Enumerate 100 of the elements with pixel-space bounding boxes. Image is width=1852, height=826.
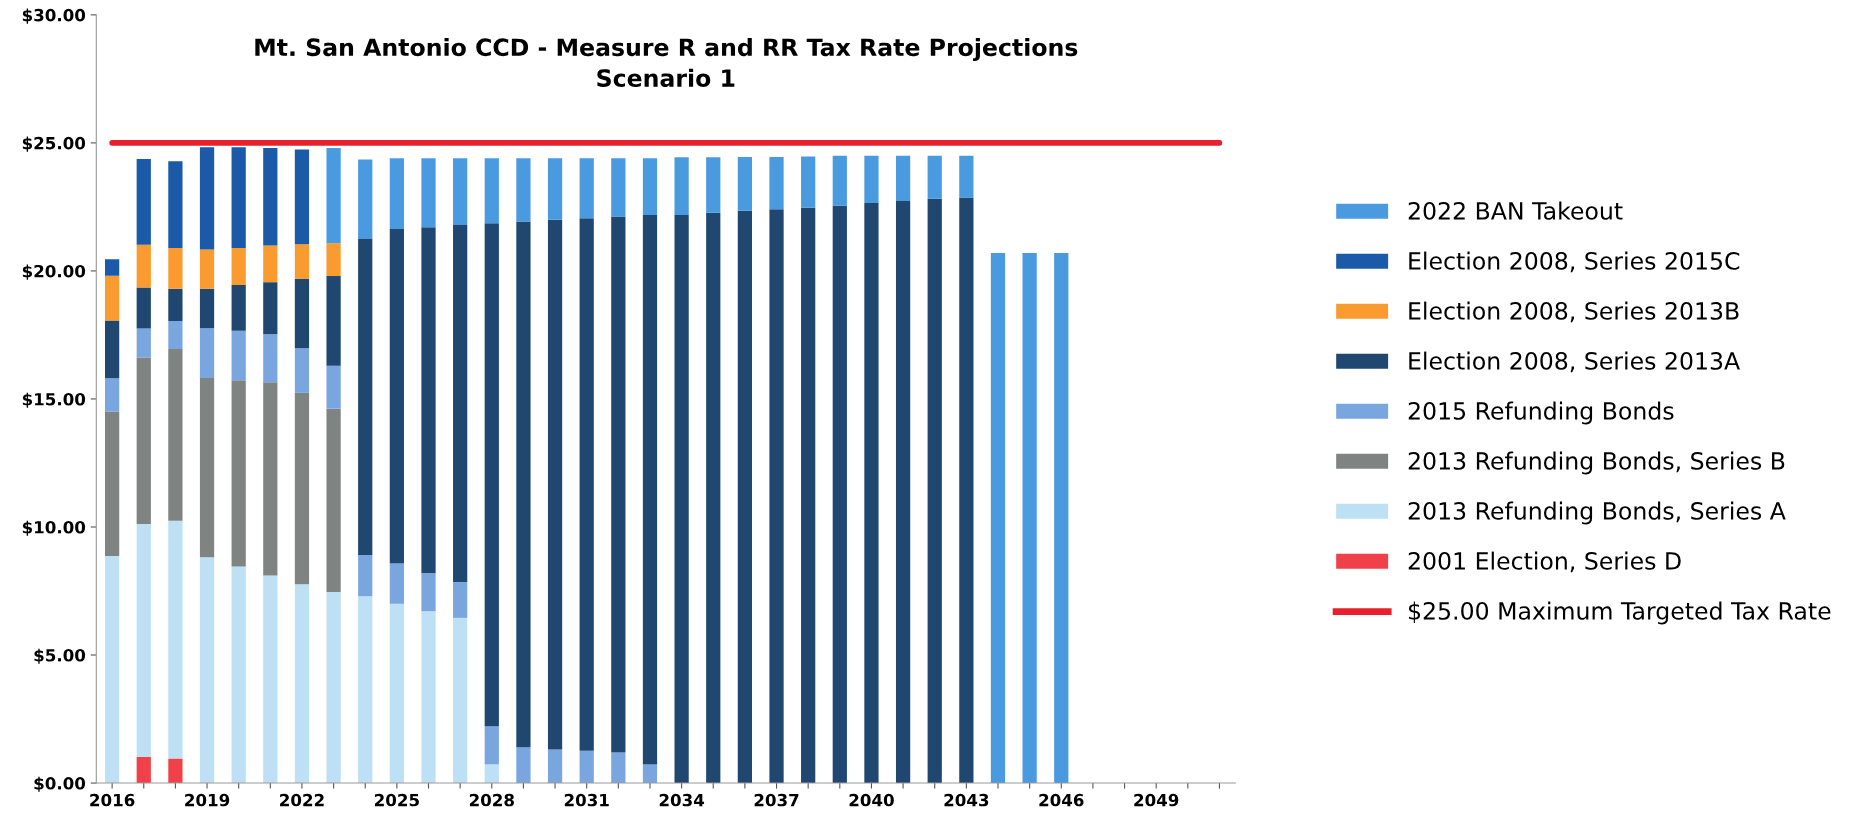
bar [199, 328, 215, 378]
bar [484, 158, 499, 224]
bar [389, 158, 404, 229]
bar [358, 159, 373, 239]
bar [611, 158, 626, 217]
bar [136, 159, 151, 245]
bar [294, 278, 310, 349]
text: Mt. San Antonio CCD - Measure R and RR Tax Rate Projections [255, 37, 1078, 61]
bar [326, 276, 341, 366]
bar [421, 158, 436, 228]
bar [294, 348, 310, 393]
bar [1022, 253, 1037, 784]
y-tick-label: $30.00 [22, 8, 86, 24]
x-tick-label: 2034 [659, 793, 705, 807]
x-tick-label: 2037 [754, 793, 799, 807]
bar [389, 563, 404, 604]
bar [706, 157, 721, 213]
bar [263, 382, 278, 576]
bar [611, 216, 626, 753]
bar [231, 380, 246, 567]
y-tick-label: $0.00 [34, 776, 86, 792]
bar [358, 596, 373, 784]
bar [990, 253, 1006, 784]
bar [801, 156, 816, 208]
bar [199, 249, 215, 289]
x-tick-label: 2025 [374, 793, 419, 807]
bar [579, 218, 594, 751]
bar [231, 147, 246, 248]
bar [326, 365, 341, 409]
bar [453, 158, 468, 226]
bar [294, 392, 310, 585]
bar [263, 282, 278, 335]
bar [105, 320, 120, 379]
bar [611, 752, 626, 784]
bar [737, 156, 753, 211]
bar [199, 288, 215, 329]
bar [168, 321, 183, 350]
bar [294, 149, 310, 245]
x-tick-label: 2031 [564, 793, 609, 807]
bar [326, 408, 341, 593]
bar [895, 155, 911, 202]
bar [168, 349, 183, 521]
bar [959, 197, 974, 784]
bar [168, 161, 183, 248]
legend-label: Election 2008, Series 2013A [1409, 351, 1740, 373]
legend-label: 2001 Election, Series D [1408, 551, 1681, 573]
x-tick-label: 2028 [469, 793, 514, 807]
bar [642, 764, 658, 784]
bar [231, 285, 246, 331]
y-tick-label: $20.00 [22, 264, 86, 280]
x-tick-label: 2019 [185, 793, 230, 807]
bar [579, 750, 594, 784]
bar [263, 575, 278, 784]
y-tick-label: $5.00 [34, 648, 86, 664]
bar [168, 520, 183, 759]
text: Scenario 1 [597, 68, 735, 88]
bar [737, 210, 753, 784]
bar [231, 330, 246, 381]
bar [263, 245, 278, 283]
bar [294, 244, 310, 279]
bar [484, 764, 499, 784]
bar [769, 209, 784, 784]
x-tick-label: 2046 [1039, 793, 1084, 807]
bar [801, 207, 816, 784]
legend-label: Election 2008, Series 2013B [1409, 301, 1739, 323]
bar [136, 328, 151, 358]
bar [294, 584, 310, 784]
y-tick-label: $25.00 [22, 136, 86, 152]
bar [706, 212, 721, 784]
legend-label: Election 2008, Series 2015C [1409, 251, 1740, 273]
bar [105, 259, 120, 276]
bar [421, 227, 436, 574]
x-tick-label: 2022 [280, 793, 324, 807]
bar [105, 555, 120, 784]
bar [358, 238, 373, 555]
bar [927, 198, 942, 784]
bar [674, 157, 689, 216]
bar [516, 221, 531, 748]
bar [547, 158, 563, 220]
bar [959, 155, 974, 198]
bar [927, 155, 942, 199]
bar [389, 228, 404, 564]
bar [168, 247, 183, 289]
bar [421, 611, 436, 784]
x-tick-label: 2043 [944, 793, 989, 807]
bar [389, 603, 404, 784]
bar [642, 158, 658, 216]
bar [484, 223, 499, 727]
bar [263, 334, 278, 383]
legend-label: 2015 Refunding Bonds [1408, 401, 1674, 425]
legend-label: $25.00 Maximum Targeted Tax Rate [1408, 601, 1831, 625]
bar [484, 726, 499, 765]
bar [136, 756, 151, 784]
bar [105, 275, 120, 321]
legend-label: 2022 BAN Takeout [1408, 201, 1623, 220]
bar [326, 592, 341, 784]
bar [642, 215, 658, 765]
bar [832, 205, 847, 784]
bar [769, 156, 784, 210]
bar [136, 523, 151, 757]
